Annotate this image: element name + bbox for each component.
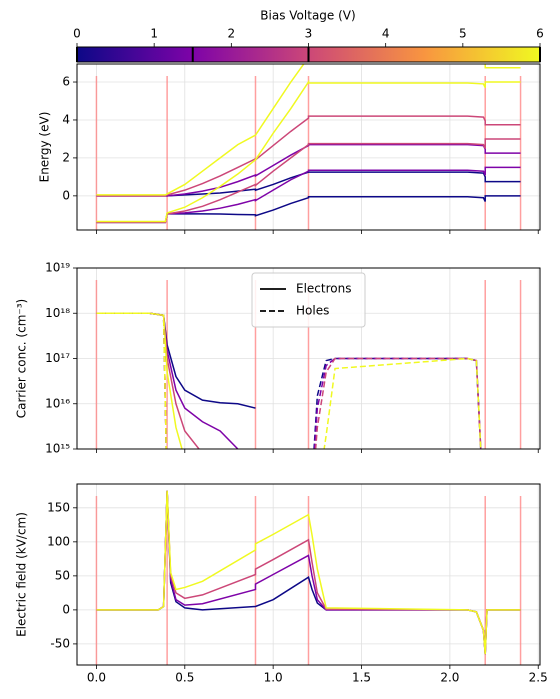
plot-area <box>96 64 521 224</box>
colorbar-tick-label: 0 <box>73 27 81 41</box>
axes-frame <box>76 267 541 450</box>
data-line <box>96 195 521 224</box>
y-axis-label: Energy (eV) <box>38 112 52 183</box>
y-tick-label: 10¹⁵ <box>45 442 70 456</box>
y-tick-label: 4 <box>62 112 70 126</box>
data-line <box>96 138 521 224</box>
data-line <box>96 143 521 197</box>
plot-area <box>96 490 521 655</box>
data-line <box>96 312 200 449</box>
data-line <box>96 64 521 196</box>
y-tick-label: 10¹⁶ <box>45 396 70 410</box>
legend <box>251 272 366 328</box>
data-line <box>96 166 521 224</box>
y-axis-label: Carrier conc. (cm⁻³) <box>15 299 29 418</box>
colorbar-label: Bias Voltage (V) <box>260 9 355 23</box>
colorbar-tick-label: 4 <box>382 27 390 41</box>
data-line <box>96 312 183 449</box>
y-tick-label: 100 <box>47 534 70 548</box>
y-tick-label: 2 <box>62 150 70 164</box>
data-line <box>96 115 521 197</box>
y-tick-label: 10¹⁸ <box>45 306 70 320</box>
axes-frame <box>76 63 541 231</box>
x-tick-label: 0.5 <box>175 671 194 685</box>
y-tick-label: 50 <box>55 568 70 582</box>
x-tick-label: 2.5 <box>529 671 548 685</box>
y-tick-label: -50 <box>50 636 70 650</box>
y-tick-label: 10¹⁹ <box>45 261 70 275</box>
colorbar-tick-label: 1 <box>150 27 158 41</box>
colorbar-tick-label: 2 <box>228 27 236 41</box>
data-line <box>96 490 521 655</box>
y-tick-label: 150 <box>47 500 70 514</box>
data-line <box>96 312 482 449</box>
x-tick-label: 2.0 <box>440 671 459 685</box>
data-line <box>96 312 256 409</box>
legend-label: Electrons <box>296 282 351 296</box>
y-tick-label: 6 <box>62 75 70 89</box>
y-tick-label: 0 <box>62 602 70 616</box>
colorbar-tick-label: 5 <box>459 27 467 41</box>
colorbar-tick-label: 6 <box>536 27 544 41</box>
x-tick-label: 1.0 <box>264 671 283 685</box>
data-line <box>96 312 482 449</box>
y-tick-label: 0 <box>62 188 70 202</box>
x-tick-label: 0.0 <box>87 671 106 685</box>
data-line <box>96 79 521 223</box>
data-line <box>96 171 521 197</box>
colorbar-tick-label: 3 <box>305 27 313 41</box>
legend-label: Holes <box>296 304 329 318</box>
data-line <box>96 312 482 449</box>
x-tick-label: 1.5 <box>352 671 371 685</box>
data-line <box>96 312 482 449</box>
y-tick-label: 10¹⁷ <box>45 351 70 365</box>
y-axis-label: Electric field (kV/cm) <box>15 512 29 637</box>
plot-area <box>96 312 482 449</box>
axes-frame <box>76 483 541 666</box>
